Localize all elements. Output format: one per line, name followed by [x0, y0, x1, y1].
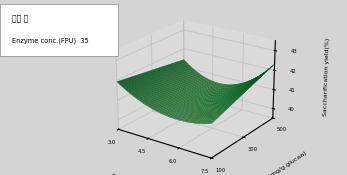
- Text: Enzyme conc.(FPU)  35: Enzyme conc.(FPU) 35: [12, 38, 88, 44]
- Y-axis label: Tween 80(mg/g.glucan): Tween 80(mg/g.glucan): [244, 151, 308, 175]
- X-axis label: Substrate conc.(%): Substrate conc.(%): [111, 173, 169, 175]
- Text: 고정 값: 고정 값: [12, 14, 28, 23]
